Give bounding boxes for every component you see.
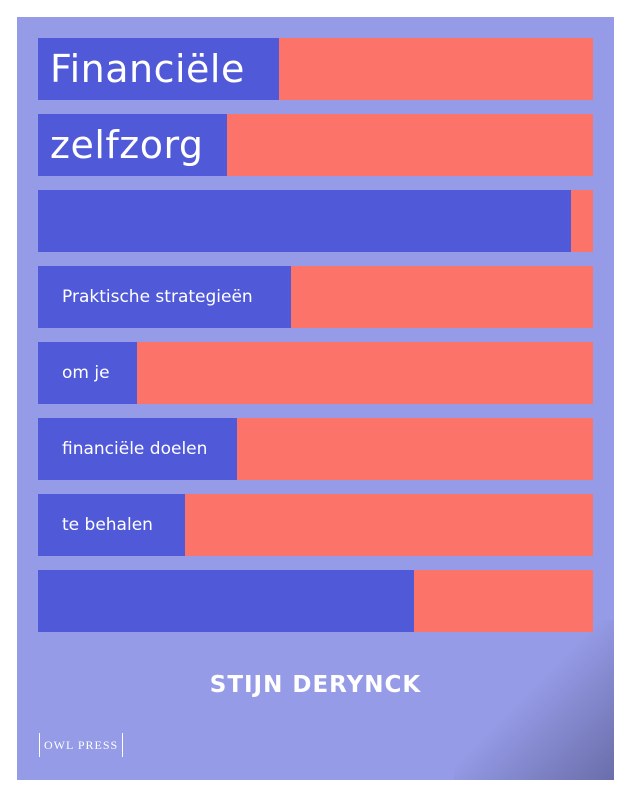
subtitle-line-4: te behalen: [38, 494, 185, 556]
decorative-bar-2: [38, 570, 593, 632]
book-cover: Financiële zelfzorg Praktische strategie…: [17, 17, 614, 780]
subtitle-bar-3: financiële doelen: [38, 418, 593, 480]
subtitle-line-2: om je: [38, 342, 137, 404]
title-line-2: zelfzorg: [38, 114, 227, 176]
subtitle-bar-1: Praktische strategieën: [38, 266, 593, 328]
title-bar-2: zelfzorg: [38, 114, 593, 176]
title-line-1: Financiële: [38, 38, 279, 100]
subtitle-line-3: financiële doelen: [38, 418, 237, 480]
publisher-logo: OWL PRESS: [39, 733, 124, 757]
title-bar-1: Financiële: [38, 38, 593, 100]
decorative-bar-1-fill: [38, 190, 571, 252]
corner-shadow: [454, 620, 614, 780]
subtitle-bar-2: om je: [38, 342, 593, 404]
decorative-bar-2-fill: [38, 570, 414, 632]
author-name: STIJN DERYNCK: [209, 672, 422, 698]
subtitle-bar-4: te behalen: [38, 494, 593, 556]
decorative-bar-1: [38, 190, 593, 252]
subtitle-line-1: Praktische strategieën: [38, 266, 291, 328]
